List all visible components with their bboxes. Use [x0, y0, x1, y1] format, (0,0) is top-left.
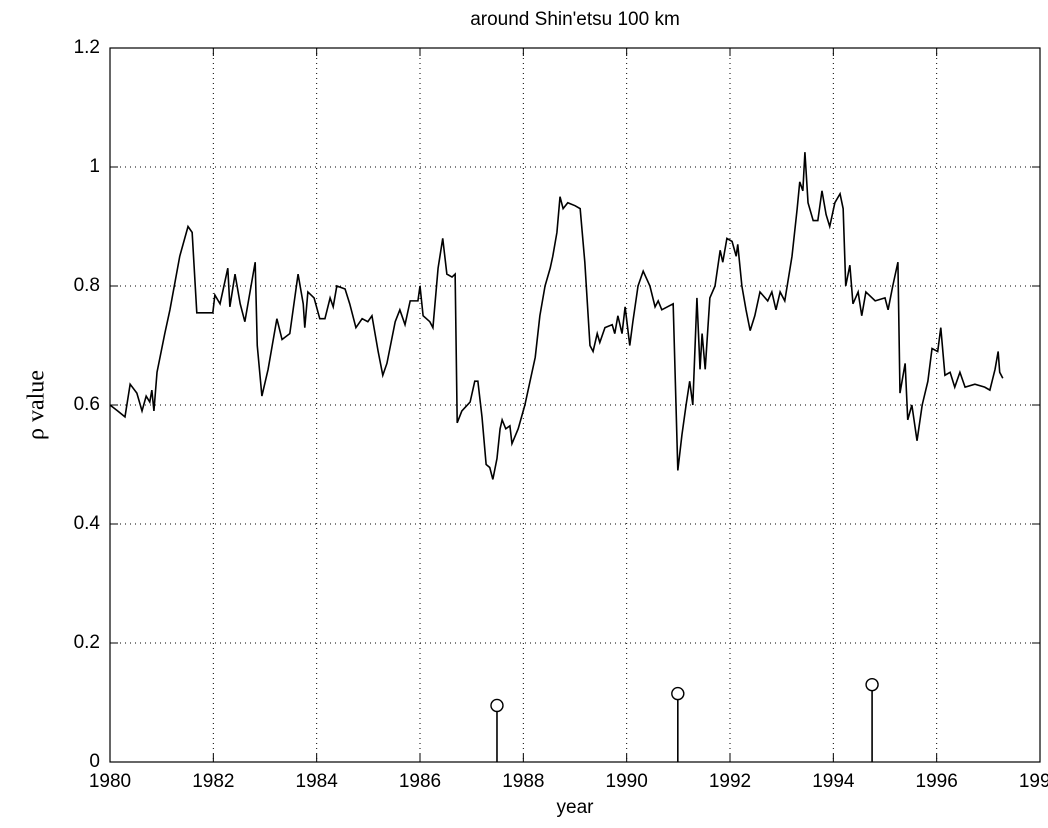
x-tick-label: 1990 [606, 771, 648, 792]
x-tick-label: 1984 [296, 771, 339, 792]
x-tick-label: 1998 [1019, 771, 1048, 792]
x-axis-label: year [557, 797, 595, 818]
x-tick-label: 1986 [399, 771, 441, 792]
x-tick-label: 1996 [916, 771, 958, 792]
y-tick-label: 0.4 [74, 513, 101, 534]
y-tick-label: 0 [89, 751, 100, 772]
x-tick-label: 1988 [502, 771, 544, 792]
y-axis-label: ρ value [24, 370, 50, 440]
stem-marker [671, 686, 685, 701]
y-tick-label: 0.2 [74, 632, 100, 653]
x-tick-label: 1982 [192, 771, 234, 792]
stem-marker [490, 698, 504, 713]
stem-marker [865, 677, 879, 692]
y-tick-label: 1 [89, 156, 100, 177]
x-tick-label: 1994 [812, 771, 855, 792]
data-line [109, 152, 1004, 480]
y-tick-label: 0.6 [74, 394, 100, 415]
y-tick-label: 1.2 [74, 37, 100, 58]
x-tick-label: 1992 [709, 771, 751, 792]
x-tick-label: 1980 [89, 771, 131, 792]
chart-title: around Shin'etsu 100 km [470, 9, 680, 30]
y-tick-label: 0.8 [74, 275, 100, 296]
